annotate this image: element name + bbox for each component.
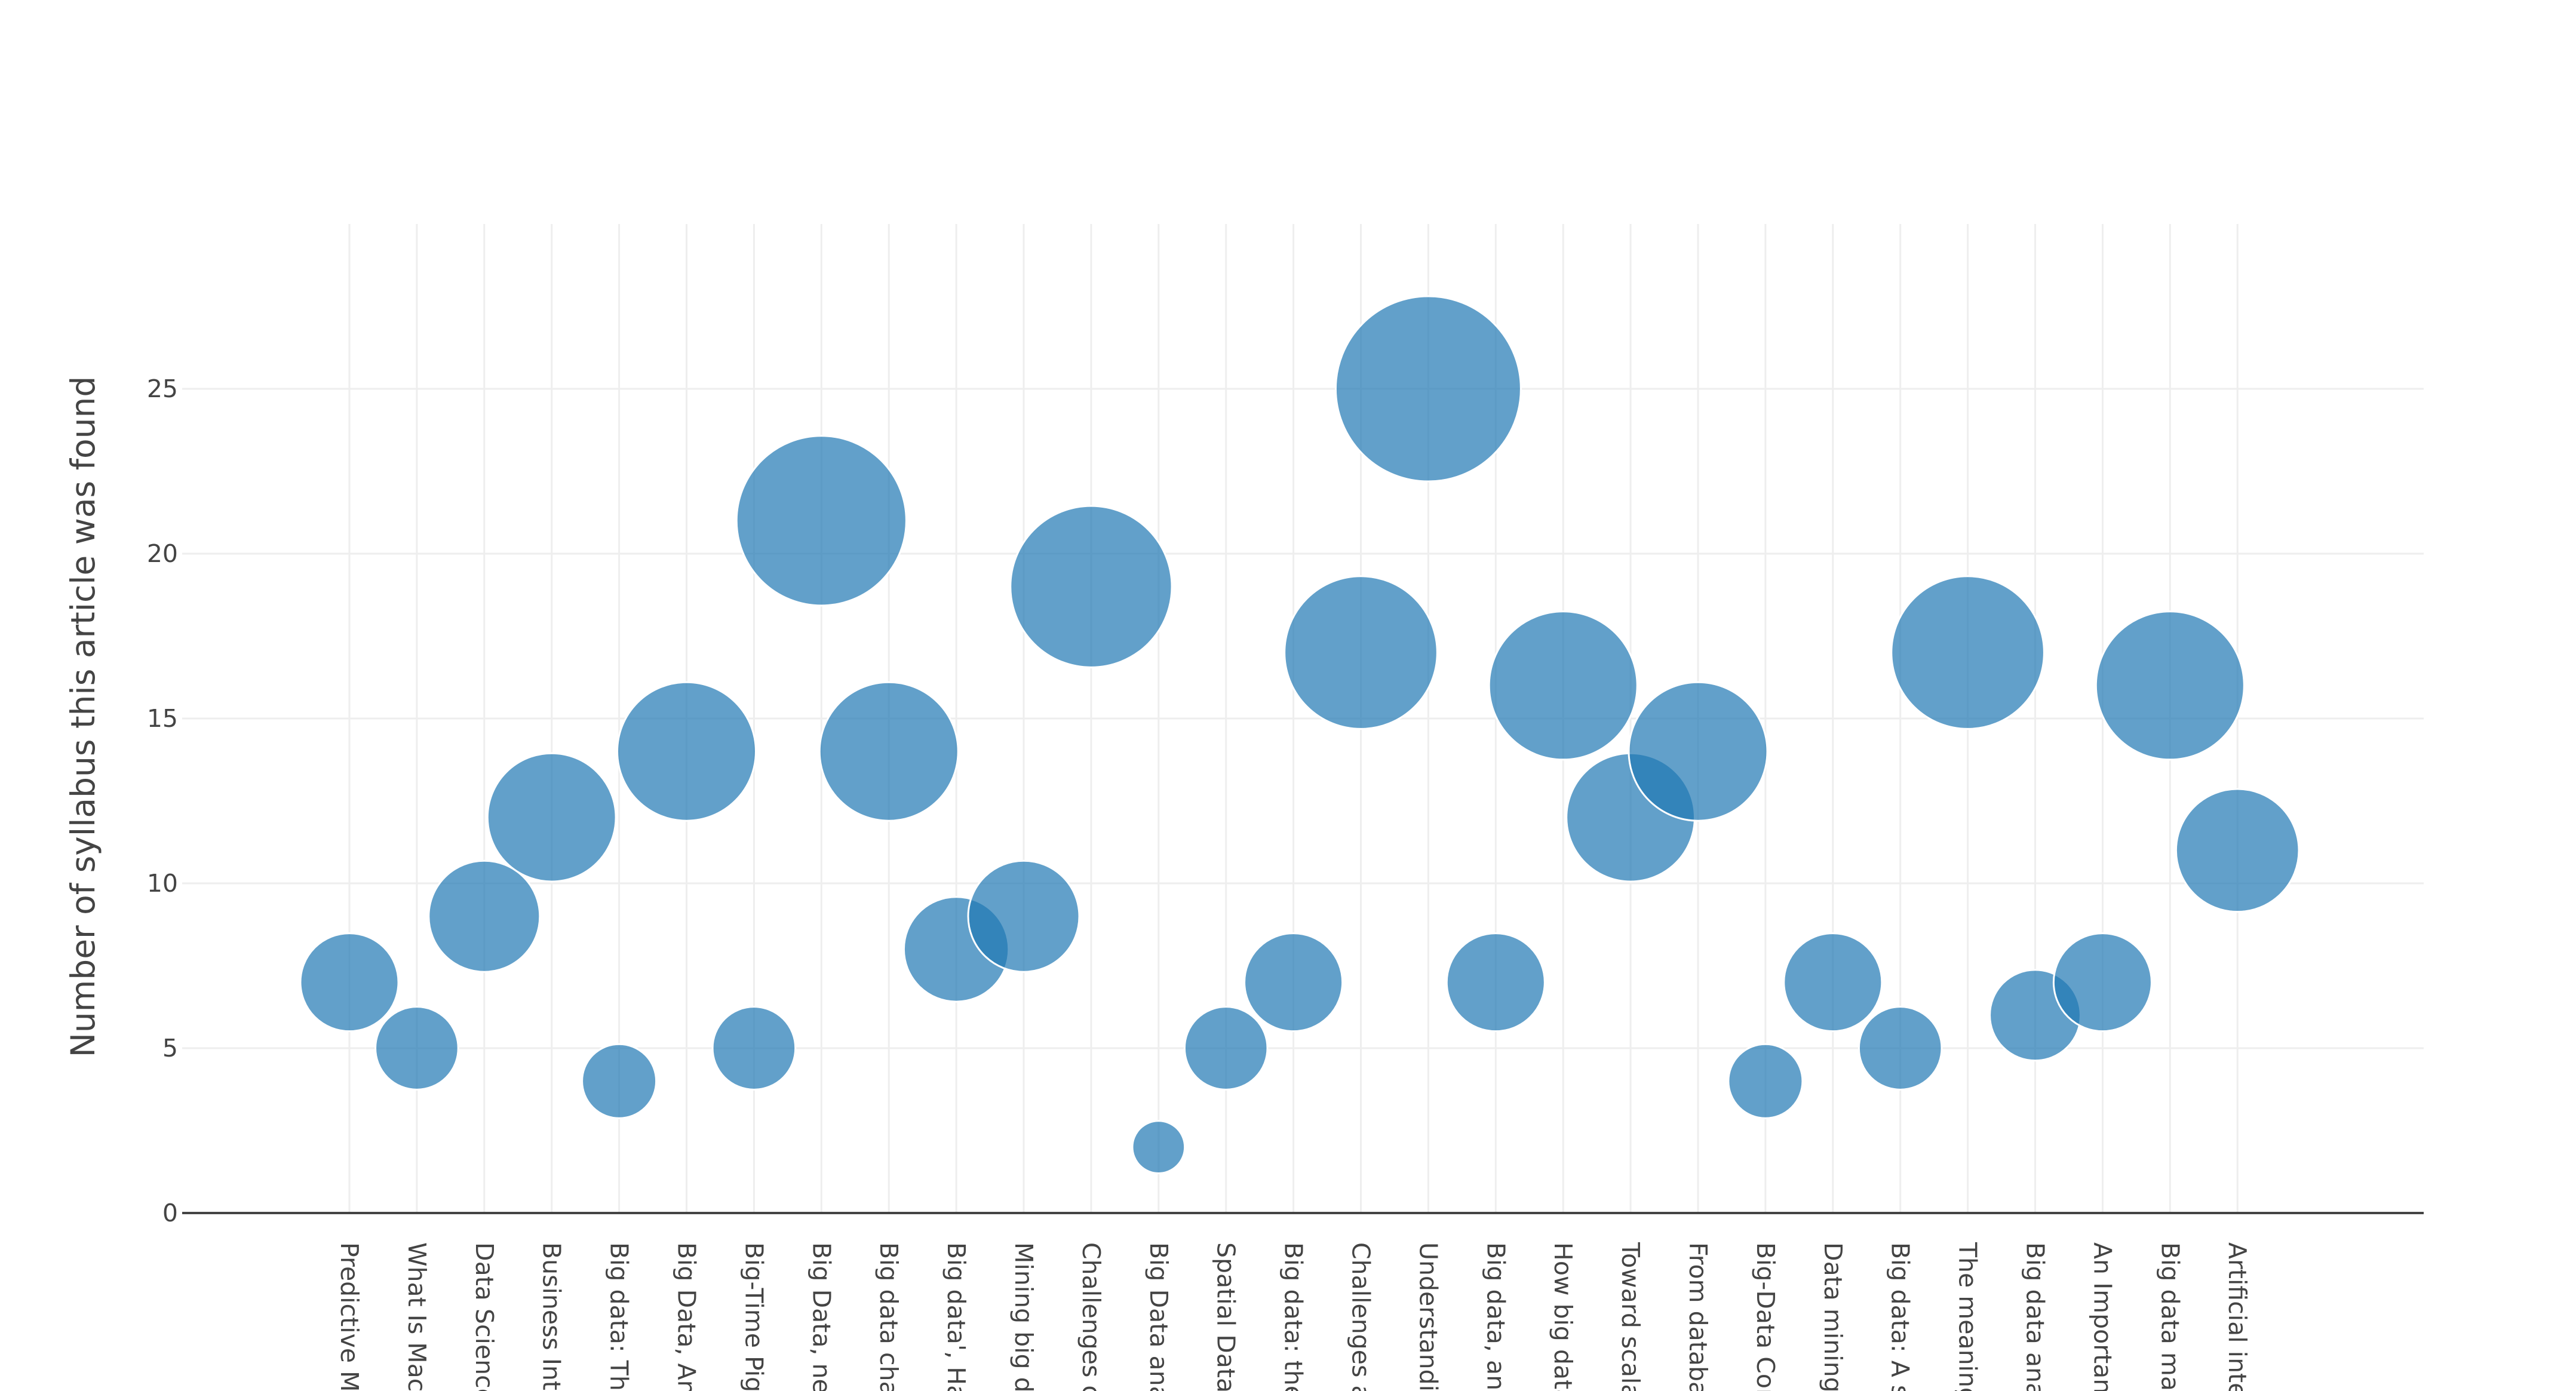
bubble-point[interactable] (1183, 1006, 1269, 1091)
x-tick-label: Big data anal (2021, 1242, 2050, 1391)
bubble-point[interactable] (1488, 610, 1638, 761)
bubble-point[interactable] (1857, 1006, 1943, 1091)
y-tick-label: 25 (147, 374, 178, 403)
bubble-point[interactable] (711, 1006, 797, 1091)
bubble-point[interactable] (1334, 295, 1522, 483)
x-tick-label: Artificial intel (2223, 1242, 2252, 1391)
x-tick-label: Spatial Data I (1212, 1242, 1241, 1391)
bubble-point[interactable] (374, 1006, 459, 1091)
x-tick-label: Big-Data Con (1751, 1242, 1780, 1391)
x-tick-label: Big Data, nev (807, 1242, 836, 1391)
x-tick-label: Big Data anal (1144, 1242, 1173, 1391)
bubble-point[interactable] (299, 932, 400, 1033)
label-layer: 0 5 10 15 20 25 Predictive Mo What Is Mach Data … (147, 374, 2252, 1391)
bubble-point[interactable] (967, 859, 1080, 973)
x-tick-label: Big data, ana (1481, 1242, 1510, 1391)
x-tick-label: Challenges a (1347, 1242, 1375, 1391)
y-tick-label: 0 (162, 1199, 178, 1227)
x-tick-label: From databa (1684, 1242, 1712, 1391)
bubble-point[interactable] (1445, 932, 1546, 1033)
bubble-point[interactable] (1890, 575, 2045, 730)
x-tick-label: Data Science (470, 1242, 499, 1391)
bubble-point[interactable] (616, 681, 757, 822)
y-tick-label: 15 (147, 704, 178, 733)
x-tick-label: Business Inte (538, 1242, 566, 1391)
bubble-point[interactable] (818, 681, 959, 822)
x-tick-label: Understandin (1414, 1242, 1442, 1391)
x-tick-label: Data mining v (1819, 1242, 1847, 1391)
x-tick-label: Big data: The (605, 1242, 634, 1391)
bubble-point[interactable] (1009, 505, 1173, 668)
x-tick-label: Big data: A su (1886, 1242, 1915, 1391)
bubble-point[interactable] (1727, 1043, 1804, 1119)
bubble-point[interactable] (1628, 681, 1768, 822)
x-tick-label: Big Data, Ana (673, 1242, 701, 1391)
bubble-point[interactable] (735, 435, 907, 607)
bubble-point[interactable] (2175, 788, 2300, 913)
bubble-point[interactable] (2095, 610, 2245, 761)
bubble-layer (299, 295, 2300, 1174)
bubble-point[interactable] (428, 859, 541, 973)
bubble-point[interactable] (1783, 932, 1883, 1033)
x-tick-label: Big data: the (1279, 1242, 1308, 1391)
x-tick-label: Mining big da (1009, 1242, 1038, 1391)
x-tick-label: Big data', Ha (942, 1242, 971, 1391)
y-tick-label: 20 (147, 539, 178, 568)
bubble-point[interactable] (1244, 932, 1344, 1033)
bubble-point[interactable] (1284, 575, 1438, 730)
y-tick-label: 10 (147, 869, 178, 898)
x-tick-label: What Is Mach (403, 1242, 431, 1391)
x-tick-label: Big-Time Pigs (739, 1242, 768, 1391)
bubble-point[interactable] (2052, 932, 2153, 1033)
x-tick-label: Big data chal (874, 1242, 903, 1391)
y-tick-label: 5 (162, 1034, 178, 1063)
grid-layer (182, 224, 2424, 1213)
x-tick-label: The meaning (1954, 1242, 1982, 1391)
x-tick-label: How big data (1549, 1242, 1577, 1391)
x-tick-label: Predictive Mo (335, 1242, 364, 1391)
x-tick-label: Toward scala (1616, 1242, 1645, 1391)
bubble-point[interactable] (1131, 1120, 1186, 1174)
x-tick-label: Challenges o (1077, 1242, 1106, 1391)
x-tick-label: An Important (2088, 1242, 2117, 1391)
y-axis-title: Number of syllabus this article was foun… (64, 376, 102, 1058)
bubble-point[interactable] (581, 1043, 658, 1119)
x-tick-label: Big data man (2156, 1242, 2184, 1391)
bubble-point[interactable] (486, 752, 617, 883)
